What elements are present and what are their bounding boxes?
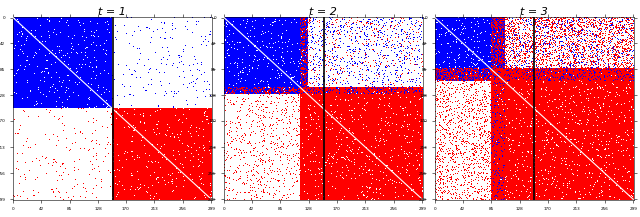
Title: t = 3: t = 3 bbox=[520, 7, 548, 16]
Title: t = 2: t = 2 bbox=[309, 7, 337, 16]
Title: t = 1: t = 1 bbox=[99, 7, 126, 16]
